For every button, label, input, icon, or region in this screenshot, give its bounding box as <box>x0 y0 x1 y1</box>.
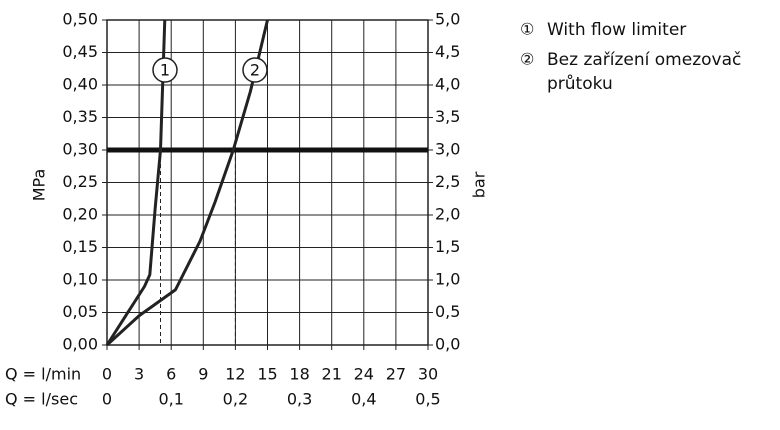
x-tick-label: 15 <box>257 365 277 384</box>
x-tick-label: 30 <box>418 365 438 384</box>
y2-tick-label: 1,5 <box>435 237 460 256</box>
x2-tick-label: 0,4 <box>351 390 376 409</box>
x-tick-label: 21 <box>322 365 342 384</box>
x-tick-label: 18 <box>289 365 309 384</box>
y-tick-label: 0,50 <box>62 10 98 29</box>
curve-label: 2 <box>250 61 260 80</box>
y2-tick-label: 0,5 <box>435 302 460 321</box>
legend-label: With flow limiter <box>547 20 686 40</box>
curve <box>105 19 269 347</box>
x2-tick-label: 0 <box>102 390 112 409</box>
y2-tick-label: 3,0 <box>435 140 460 159</box>
y-tick-label: 0,20 <box>62 205 98 224</box>
x2-tick-label: 0,1 <box>158 390 183 409</box>
y-tick-label: 0,25 <box>62 172 98 191</box>
y2-tick-label: 3,5 <box>435 107 460 126</box>
curve-label-circle <box>152 57 178 83</box>
x-tick-label: 6 <box>166 365 176 384</box>
x2-tick-label: 0,3 <box>287 390 312 409</box>
y2-tick-label: 5,0 <box>435 10 460 29</box>
y-tick-label: 0,05 <box>62 302 98 321</box>
y2-tick-label: 2,5 <box>435 172 460 191</box>
y-tick-label: 0,45 <box>62 42 98 61</box>
x-axis-label: Q = l/min <box>5 365 81 384</box>
y-tick-label: 0,10 <box>62 270 98 289</box>
x-tick-label: 12 <box>225 365 245 384</box>
x2-tick-label: 0,5 <box>415 390 440 409</box>
x2-axis-label: Q = l/sec <box>5 390 78 409</box>
x-tick-label: 3 <box>134 365 144 384</box>
y-tick-label: 0,15 <box>62 237 98 256</box>
legend-marker: ② <box>520 50 534 69</box>
curve <box>105 19 167 346</box>
y2-tick-label: 4,5 <box>435 42 460 61</box>
legend-line: With flow limiter <box>547 20 686 40</box>
legend-line: průtoku <box>547 74 613 94</box>
y-axis-label: MPa <box>30 169 49 202</box>
y-tick-label: 0,40 <box>62 75 98 94</box>
y-tick-label: 0,35 <box>62 107 98 126</box>
x-tick-label: 24 <box>354 365 374 384</box>
legend-line: Bez zařízení omezovač <box>547 50 741 70</box>
curve-label: 1 <box>160 61 170 80</box>
legend-marker: ① <box>520 20 534 39</box>
y2-tick-label: 4,0 <box>435 75 460 94</box>
x-tick-label: 27 <box>386 365 406 384</box>
y2-tick-label: 0,0 <box>435 335 460 354</box>
x-tick-label: 0 <box>102 365 112 384</box>
y-tick-label: 0,30 <box>62 140 98 159</box>
x-tick-label: 9 <box>198 365 208 384</box>
y2-tick-label: 2,0 <box>435 205 460 224</box>
x2-tick-label: 0,2 <box>223 390 248 409</box>
legend-label: Bez zařízení omezovač průtoku <box>547 50 741 94</box>
curve-label-circle <box>242 57 268 83</box>
y2-tick-label: 1,0 <box>435 270 460 289</box>
y-tick-label: 0,00 <box>62 335 98 354</box>
y2-axis-label: bar <box>470 171 489 198</box>
